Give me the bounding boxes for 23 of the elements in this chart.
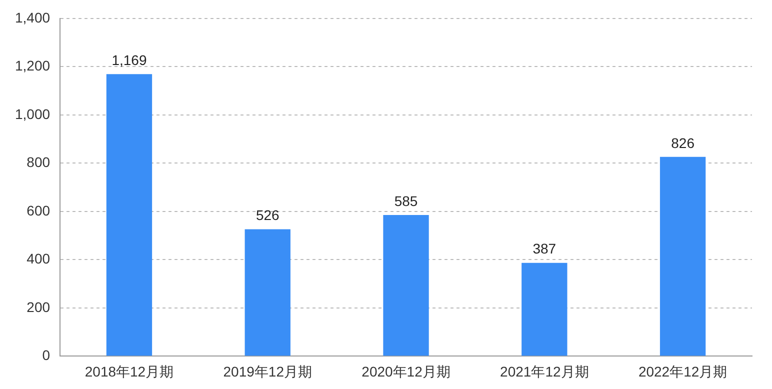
x-tick-label: 2020年12月期 xyxy=(362,363,450,380)
bar xyxy=(244,229,290,356)
y-tick-label: 400 xyxy=(26,250,50,267)
y-tick-label: 200 xyxy=(26,298,50,315)
bar xyxy=(522,262,568,356)
y-tick-label: 1,400 xyxy=(14,9,50,26)
x-tick-label: 2022年12月期 xyxy=(638,363,728,380)
data-label: 387 xyxy=(532,240,556,257)
data-label: 1,169 xyxy=(112,52,147,68)
x-tick-label: 2019年12月期 xyxy=(223,363,312,380)
data-label: 585 xyxy=(394,192,418,209)
y-tick-label: 1,000 xyxy=(14,106,50,122)
bar xyxy=(383,215,429,356)
bar xyxy=(106,74,152,356)
bar xyxy=(660,156,706,356)
x-tick-label: 2018年12月期 xyxy=(84,363,174,380)
data-label: 526 xyxy=(256,207,280,224)
y-tick-label: 0 xyxy=(42,347,50,364)
y-tick-label: 600 xyxy=(26,202,50,218)
data-label: 826 xyxy=(671,134,695,151)
x-tick-label: 2021年12月期 xyxy=(500,363,589,380)
y-tick-label: 1,200 xyxy=(14,58,50,74)
y-tick-label: 800 xyxy=(26,154,50,170)
